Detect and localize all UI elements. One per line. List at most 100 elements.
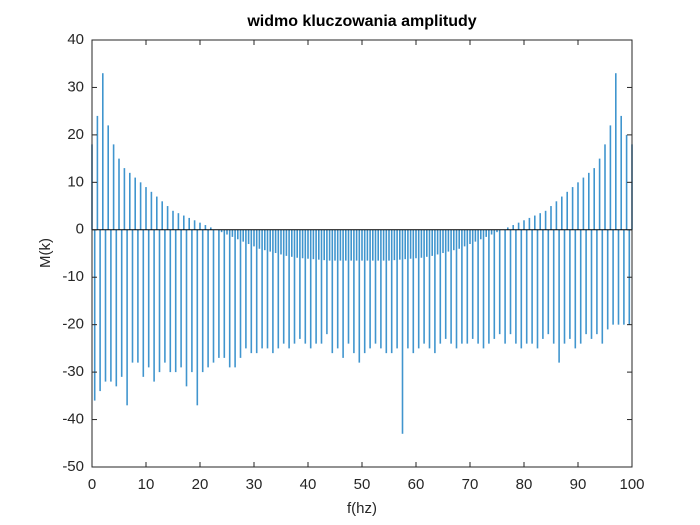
bar <box>585 229 587 335</box>
bar <box>417 229 420 349</box>
bar <box>350 229 352 261</box>
bar <box>372 229 374 261</box>
bar <box>447 229 450 252</box>
bar <box>596 229 598 335</box>
x-tick-label: 20 <box>192 476 209 493</box>
bar <box>477 229 479 344</box>
bar <box>531 229 533 344</box>
bar <box>355 229 358 261</box>
bar <box>134 177 136 230</box>
bar <box>139 182 142 230</box>
bar <box>150 191 153 230</box>
bar <box>582 177 585 230</box>
bar <box>463 229 466 247</box>
bar <box>504 229 506 344</box>
bar <box>255 229 258 354</box>
bar <box>247 229 250 245</box>
x-tick-label: 70 <box>462 476 479 493</box>
bar <box>336 229 339 349</box>
bar <box>307 229 309 259</box>
bar <box>342 229 344 358</box>
bar <box>471 229 474 339</box>
bar <box>269 229 271 252</box>
y-tick-label: 40 <box>67 31 84 48</box>
bar <box>96 115 99 230</box>
bar <box>328 229 331 261</box>
bar <box>274 229 277 254</box>
bar <box>285 229 288 256</box>
x-tick-label: 50 <box>354 476 371 493</box>
bar <box>482 229 485 349</box>
bar <box>142 229 145 377</box>
bar <box>183 215 185 230</box>
bar <box>563 229 566 344</box>
bar <box>201 229 204 373</box>
bar <box>515 229 517 344</box>
bar <box>571 187 574 230</box>
bar <box>488 229 490 344</box>
bar <box>156 196 158 230</box>
x-tick-label: 60 <box>408 476 425 493</box>
bar <box>561 196 563 230</box>
bar <box>509 229 512 335</box>
bar <box>428 229 431 349</box>
bar <box>107 125 109 230</box>
bar <box>299 229 301 339</box>
bar <box>444 229 447 339</box>
bar <box>334 229 336 261</box>
bar <box>191 229 193 373</box>
bar <box>177 213 180 230</box>
bar <box>353 229 355 354</box>
bar <box>282 229 285 344</box>
bar <box>458 229 460 249</box>
bar <box>393 229 396 261</box>
bar <box>231 229 234 237</box>
bar <box>436 229 439 255</box>
bar <box>234 229 236 368</box>
bar <box>309 229 312 349</box>
bar <box>507 227 509 230</box>
bar <box>493 229 496 339</box>
bar <box>409 229 412 259</box>
bar <box>123 168 126 230</box>
bar <box>266 229 269 349</box>
bar <box>112 144 115 230</box>
bar <box>339 229 342 261</box>
bar <box>174 229 177 373</box>
bar <box>363 229 366 354</box>
bar <box>369 229 371 349</box>
bar <box>625 134 628 230</box>
bar <box>396 229 398 349</box>
bar <box>620 115 622 230</box>
bar <box>250 229 253 354</box>
bar <box>536 229 539 349</box>
bar <box>185 229 188 387</box>
bar <box>598 158 601 230</box>
bar <box>320 229 323 344</box>
bar <box>323 229 325 261</box>
bar <box>261 229 263 349</box>
bar <box>239 229 242 358</box>
bar <box>534 215 536 230</box>
bar <box>453 229 455 251</box>
bar <box>382 229 385 261</box>
bar <box>220 229 223 233</box>
bar <box>380 229 382 349</box>
bar <box>539 213 541 230</box>
bar <box>272 229 274 354</box>
x-tick-label: 0 <box>88 476 96 493</box>
bar <box>358 229 361 363</box>
bar <box>399 229 401 260</box>
y-tick-label: -30 <box>62 363 84 380</box>
bar <box>180 229 182 368</box>
y-axis-label: M(k) <box>37 238 54 268</box>
y-tick-label: -50 <box>62 458 84 475</box>
bar <box>280 229 282 255</box>
bar <box>253 229 255 247</box>
x-tick-label: 90 <box>570 476 587 493</box>
bar <box>377 229 379 261</box>
bar <box>137 229 139 363</box>
axes-box <box>91 39 633 468</box>
bar <box>129 172 131 230</box>
bar <box>420 229 423 258</box>
